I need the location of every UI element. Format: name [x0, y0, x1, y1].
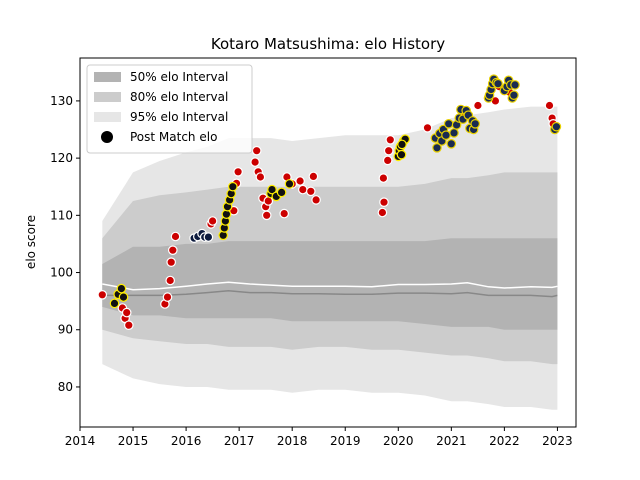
point-win: [396, 149, 407, 160]
point-loss: [168, 245, 178, 255]
point-top: [443, 119, 454, 129]
point-loss: [311, 195, 321, 205]
mean-line: [102, 281, 558, 291]
y-axis: 80 90 100 110 120 130: [50, 94, 80, 394]
legend-swatch-80: [94, 92, 121, 102]
point-loss: [121, 307, 132, 318]
point-loss: [422, 123, 433, 133]
point-loss: [305, 186, 316, 197]
y-tick-label: 90: [58, 323, 73, 337]
point-win: [109, 298, 120, 309]
plot-frame: [79, 57, 577, 428]
legend-box: [86, 64, 253, 154]
point-loss: [124, 320, 134, 330]
point-top: [446, 139, 457, 149]
post-match-points: [97, 74, 562, 330]
y-tick-label: 80: [58, 380, 73, 394]
point-loss: [207, 216, 218, 226]
point-loss: [377, 207, 388, 218]
x-tick-label: 2019: [330, 434, 361, 448]
point-draw: [203, 232, 214, 242]
point-loss: [379, 197, 389, 207]
legend-label-post-match: Post Match elo: [130, 130, 217, 144]
point-loss: [170, 231, 181, 242]
point-loss: [385, 135, 396, 145]
point-loss: [383, 145, 394, 156]
x-tick-label: 2020: [383, 434, 414, 448]
y-tick-label: 100: [50, 266, 73, 280]
point-win: [276, 187, 287, 198]
point-loss: [544, 100, 555, 111]
point-top: [551, 121, 562, 132]
center-lines: [102, 281, 558, 298]
point-top: [493, 78, 503, 89]
point-loss: [97, 289, 108, 300]
chart-title: Kotaro Matsushima: elo History: [211, 35, 445, 53]
point-loss: [165, 275, 175, 286]
point-top: [470, 119, 480, 129]
point-top: [510, 80, 520, 90]
point-loss: [279, 208, 289, 219]
legend-marker-post-match: [101, 131, 113, 143]
point-loss: [162, 292, 173, 302]
legend-swatch-50: [94, 72, 121, 82]
y-tick-label: 130: [50, 94, 73, 108]
point-loss: [378, 173, 389, 183]
point-win: [116, 283, 127, 294]
x-axis: 2014 2015 2016 2017 2018 2019 2020 2021 2022 2023: [65, 427, 573, 448]
point-loss: [250, 157, 260, 167]
point-top: [449, 128, 459, 138]
band-50: [102, 238, 558, 330]
point-loss: [255, 172, 266, 182]
x-tick-label: 2016: [171, 434, 202, 448]
point-top: [509, 90, 519, 100]
point-loss: [166, 257, 176, 267]
point-loss: [233, 167, 243, 177]
y-tick-label: 110: [50, 208, 73, 222]
point-loss: [473, 100, 483, 111]
y-axis-label: elo score: [24, 215, 38, 269]
point-loss: [382, 155, 393, 166]
legend-label-80: 80% elo Interval: [130, 90, 228, 104]
point-win: [228, 181, 238, 192]
point-win: [397, 139, 407, 150]
point-top: [432, 143, 442, 153]
point-top: [441, 130, 451, 140]
x-tick-label: 2017: [224, 434, 255, 448]
point-loss: [297, 184, 308, 195]
legend-label-50: 50% elo Interval: [130, 70, 228, 84]
y-tick-label: 120: [50, 151, 73, 165]
x-tick-label: 2022: [489, 434, 520, 448]
x-tick-label: 2023: [542, 434, 573, 448]
point-loss: [251, 145, 262, 156]
point-loss: [261, 210, 272, 221]
point-win: [267, 184, 277, 195]
point-loss: [295, 176, 305, 186]
median-line: [102, 290, 558, 298]
point-win: [284, 179, 295, 189]
legend-swatch-95: [94, 112, 121, 122]
x-tick-label: 2021: [436, 434, 467, 448]
legend: 50% elo Interval 80% elo Interval 95% el…: [86, 64, 253, 154]
x-tick-label: 2014: [65, 434, 96, 448]
point-win: [118, 292, 129, 302]
x-tick-label: 2018: [277, 434, 308, 448]
legend-label-95: 95% elo Interval: [130, 110, 228, 124]
x-tick-label: 2015: [118, 434, 149, 448]
point-loss: [308, 171, 319, 182]
